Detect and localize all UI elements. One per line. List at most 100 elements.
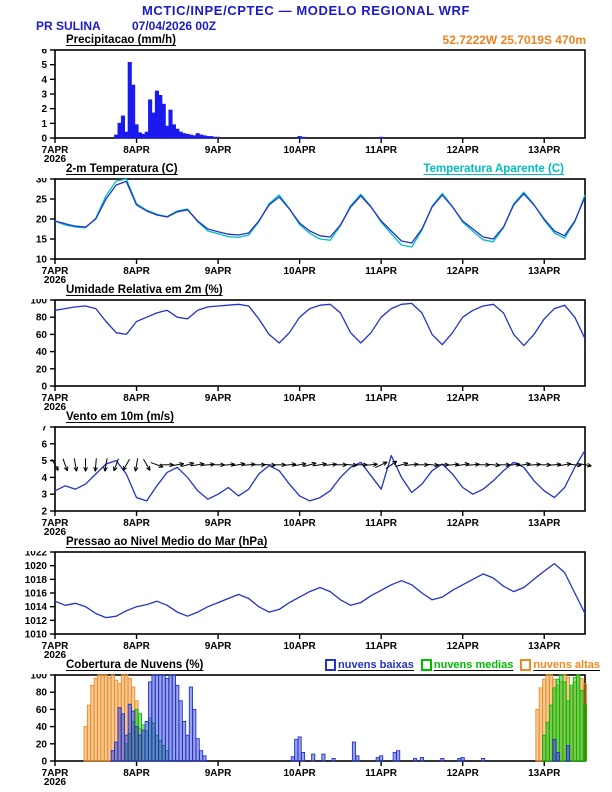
svg-text:12APR: 12APR — [447, 768, 480, 779]
svg-text:8APR: 8APR — [123, 768, 150, 779]
panel-pressao-title: Pressao ao Nivel Medio do Mar (hPa) — [66, 536, 268, 548]
panel-temperatura-title: 2-m Temperatura (C) — [66, 163, 178, 175]
nuvens-altas-swatch-icon — [520, 659, 532, 671]
legend-nuvens-medias-label: nuvens medias — [433, 659, 514, 671]
panel-umidade: Umidade Relativa em 2m (%) 0 20 40 60 80 100 7… — [0, 284, 612, 411]
svg-text:7APR: 7APR — [42, 266, 69, 277]
svg-text:11APR: 11APR — [365, 518, 397, 529]
svg-text:1022: 1022 — [25, 551, 48, 559]
svg-text:11APR: 11APR — [365, 393, 397, 404]
svg-text:1020: 1020 — [25, 561, 48, 572]
svg-text:0: 0 — [41, 134, 47, 145]
svg-text:9APR: 9APR — [205, 266, 232, 277]
panel-umidade-title: Umidade Relativa em 2m (%) — [66, 284, 223, 296]
svg-text:2026: 2026 — [44, 275, 67, 284]
svg-text:8APR: 8APR — [123, 145, 150, 156]
svg-text:1016: 1016 — [25, 589, 48, 600]
svg-text:8APR: 8APR — [123, 393, 150, 404]
svg-text:12APR: 12APR — [447, 393, 480, 404]
svg-text:7APR: 7APR — [42, 145, 69, 156]
station-name: PR SULINA — [36, 19, 101, 33]
svg-text:1014: 1014 — [25, 602, 48, 613]
svg-text:1: 1 — [41, 119, 47, 130]
svg-text:10APR: 10APR — [283, 266, 316, 277]
cloud-legend: nuvens baixas nuvens medias nuvens altas — [325, 659, 600, 671]
panel-pressao: Pressao ao Nivel Medio do Mar (hPa) 1010… — [0, 536, 612, 659]
svg-text:1012: 1012 — [25, 616, 48, 627]
svg-text:13APR: 13APR — [528, 145, 561, 156]
svg-text:2026: 2026 — [44, 402, 67, 411]
svg-text:4: 4 — [41, 473, 47, 484]
svg-text:20: 20 — [36, 739, 48, 750]
svg-text:5: 5 — [41, 456, 47, 467]
svg-text:10APR: 10APR — [283, 641, 316, 652]
svg-text:10APR: 10APR — [283, 393, 316, 404]
svg-text:1010: 1010 — [25, 630, 48, 641]
panel-nuvens-title: Cobertura de Nuvens (%) — [66, 659, 204, 671]
legend-nuvens-baixas: nuvens baixas — [325, 659, 414, 671]
svg-text:80: 80 — [36, 313, 48, 324]
svg-text:100: 100 — [30, 674, 47, 682]
svg-text:7APR: 7APR — [42, 518, 69, 529]
svg-text:15: 15 — [36, 235, 48, 246]
panel-vento-title-row: Vento em 10m (m/s) — [0, 411, 612, 426]
svg-text:40: 40 — [36, 722, 48, 733]
svg-text:2: 2 — [41, 507, 47, 518]
svg-text:7APR: 7APR — [42, 393, 69, 404]
svg-text:11APR: 11APR — [365, 641, 397, 652]
svg-text:10: 10 — [36, 255, 48, 266]
svg-text:3: 3 — [41, 90, 47, 101]
temperatura-aparente-label: Temperatura Aparente (C) — [423, 163, 564, 175]
panel-umidade-title-row: Umidade Relativa em 2m (%) — [0, 284, 612, 299]
svg-text:12APR: 12APR — [447, 145, 480, 156]
svg-text:2: 2 — [41, 104, 47, 115]
run-datetime: 07/04/2026 00Z — [132, 19, 217, 33]
svg-text:2026: 2026 — [44, 154, 67, 163]
nuvens-baixas-swatch-icon — [325, 659, 337, 671]
svg-text:13APR: 13APR — [528, 518, 561, 529]
svg-text:6: 6 — [41, 439, 47, 450]
svg-text:0: 0 — [41, 382, 47, 393]
svg-text:13APR: 13APR — [528, 641, 561, 652]
panel-precipitacao-title-row: Precipitacao (mm/h) 52.7222W 25.7019S 47… — [0, 33, 612, 49]
svg-text:100: 100 — [30, 299, 47, 307]
svg-text:9APR: 9APR — [205, 393, 232, 404]
svg-text:7APR: 7APR — [42, 641, 69, 652]
svg-text:25: 25 — [36, 195, 48, 206]
panel-nuvens-title-row: Cobertura de Nuvens (%) nuvens baixas nu… — [0, 659, 612, 674]
svg-text:30: 30 — [36, 178, 48, 186]
svg-text:9APR: 9APR — [205, 768, 232, 779]
panel-vento: Vento em 10m (m/s) 2 3 4 5 6 7 7APR 2026 8APR 9AP… — [0, 411, 612, 536]
svg-text:2026: 2026 — [44, 527, 67, 536]
report-subheader: PR SULINA 07/04/2026 00Z — [0, 19, 612, 34]
svg-text:2026: 2026 — [44, 777, 67, 786]
nuvens-medias-swatch-icon — [420, 659, 432, 671]
panel-vento-title: Vento em 10m (m/s) — [66, 411, 175, 423]
svg-text:2026: 2026 — [44, 650, 67, 659]
svg-text:8APR: 8APR — [123, 641, 150, 652]
svg-text:9APR: 9APR — [205, 641, 232, 652]
svg-text:9APR: 9APR — [205, 145, 232, 156]
svg-text:1018: 1018 — [25, 575, 48, 586]
svg-text:10APR: 10APR — [283, 768, 316, 779]
svg-text:9APR: 9APR — [205, 518, 232, 529]
svg-text:13APR: 13APR — [528, 768, 561, 779]
svg-text:11APR: 11APR — [365, 768, 397, 779]
svg-text:20: 20 — [36, 215, 48, 226]
svg-text:8APR: 8APR — [123, 266, 150, 277]
svg-text:12APR: 12APR — [447, 641, 480, 652]
panel-precipitacao-title: Precipitacao (mm/h) — [66, 34, 176, 46]
svg-text:7: 7 — [41, 426, 47, 434]
legend-nuvens-baixas-label: nuvens baixas — [338, 659, 414, 671]
svg-text:60: 60 — [36, 330, 48, 341]
svg-text:13APR: 13APR — [528, 266, 561, 277]
svg-text:5: 5 — [41, 60, 47, 71]
panel-temperatura: 2-m Temperatura (C) Temperatura Aparente… — [0, 163, 612, 284]
legend-nuvens-altas: nuvens altas — [520, 659, 600, 671]
svg-text:3: 3 — [41, 490, 47, 501]
